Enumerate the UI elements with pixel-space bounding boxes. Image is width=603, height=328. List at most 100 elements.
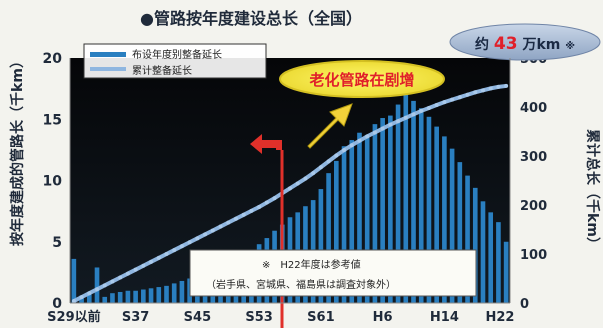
bar-14 (179, 280, 185, 303)
bar-12 (164, 285, 169, 303)
aging-text: 老化管路在剧增 (308, 71, 414, 89)
legend-box (83, 43, 267, 79)
cumulative-point-16 (195, 236, 200, 241)
bar-3 (94, 267, 100, 303)
chart-title: ●管路按年度建设总长（全国） (140, 9, 362, 28)
cumulative-point-56 (504, 83, 509, 88)
note-line-2: （岩手県、宮城県、福島県は調査対象外） (206, 278, 396, 291)
bar-51 (465, 175, 470, 303)
x-tick-S61: S61 (307, 310, 334, 325)
cumulative-point-44 (411, 112, 416, 117)
cumulative-point-5 (110, 279, 115, 284)
bar-38 (364, 135, 370, 303)
right-tick-300: 300 (520, 150, 547, 165)
bar-11 (156, 287, 162, 303)
bar-32 (318, 189, 324, 303)
bar-52 (472, 187, 478, 303)
legend-label-line: 累计整备延长 (132, 64, 192, 77)
cumulative-point-25 (264, 200, 269, 205)
cumulative-point-17 (203, 232, 208, 237)
cumulative-point-31 (311, 171, 316, 176)
cumulative-point-29 (295, 181, 300, 186)
legend-label-bars: 布设年度别整备延长 (132, 48, 222, 61)
cumulative-point-13 (172, 248, 177, 253)
cumulative-point-33 (326, 159, 331, 164)
cumulative-point-9 (141, 263, 146, 268)
right-tick-400: 400 (520, 101, 547, 116)
cumulative-point-39 (372, 130, 377, 135)
total-label: 约 43 万km ※ (475, 34, 575, 54)
left-tick-0: 0 (52, 296, 62, 312)
right-tick-100: 100 (520, 248, 547, 263)
x-axis-ticks: S29以前 S37 S45 S53 S61 H6 H14 H22 (47, 309, 514, 325)
bar-41 (388, 115, 393, 303)
left-tick-20: 20 (43, 51, 63, 67)
cumulative-point-1 (79, 295, 84, 300)
x-tick-H6: H6 (373, 310, 393, 325)
note-box: ※ H22年度は参考値 （岩手県、宮城県、福島県は調査対象外） (189, 249, 477, 297)
cumulative-point-18 (210, 228, 215, 233)
left-axis-label: 按年度建成的管路长（千km） (9, 54, 26, 246)
x-tick-S53: S53 (245, 310, 272, 325)
cumulative-point-41 (388, 122, 393, 127)
total-ellipse (449, 23, 601, 61)
legend: 布设年度别整备延长 累计整备延长 (83, 43, 267, 79)
bar-2 (86, 291, 92, 303)
x-tick-S29以前: S29以前 (47, 309, 100, 325)
bar-54 (488, 212, 494, 303)
cumulative-point-49 (450, 97, 455, 102)
left-tick-15: 15 (43, 112, 62, 128)
cumulative-point-28 (288, 186, 292, 191)
cumulative-point-40 (380, 126, 385, 131)
bar-47 (434, 126, 439, 303)
bar-49 (449, 148, 455, 303)
cumulative-point-45 (419, 108, 424, 113)
cumulative-point-7 (125, 271, 130, 276)
cumulative-point-24 (257, 204, 262, 209)
bar-40 (380, 118, 385, 303)
bar-44 (411, 100, 416, 304)
aging-callout: 老化管路在剧增 (279, 60, 445, 149)
cumulative-point-19 (218, 224, 223, 229)
bar-8 (133, 290, 138, 303)
right-axis-label: 累计总长（千km） (584, 129, 601, 251)
bar-33 (326, 173, 331, 303)
cumulative-point-52 (473, 90, 478, 95)
cumulative-point-15 (187, 240, 192, 245)
cumulative-point-4 (102, 283, 107, 288)
aging-ellipse (279, 60, 445, 98)
bar-46 (426, 116, 432, 303)
bar-0 (71, 258, 77, 303)
cumulative-point-8 (133, 267, 138, 272)
cumulative-point-32 (318, 165, 323, 170)
bar-7 (125, 290, 131, 303)
marker-line (250, 134, 284, 328)
cumulative-point-36 (349, 143, 354, 148)
bar-48 (442, 136, 447, 303)
bar-56 (503, 241, 509, 303)
bar-13 (171, 283, 177, 303)
right-tick-200: 200 (520, 199, 547, 214)
x-tick-H14: H14 (430, 310, 459, 325)
bar-50 (457, 162, 463, 304)
legend-swatch-bars (90, 52, 126, 57)
bar-10 (148, 288, 154, 303)
cumulative-point-34 (334, 153, 339, 158)
cumulative-point-30 (303, 176, 308, 181)
cumulative-point-6 (118, 275, 123, 280)
bar-35 (341, 146, 347, 303)
bar-37 (357, 132, 362, 303)
bar-36 (349, 140, 355, 303)
marker-arrow (250, 134, 282, 154)
cumulative-point-43 (403, 115, 408, 120)
cumulative-point-12 (164, 252, 169, 256)
cumulative-point-20 (226, 220, 231, 225)
x-tick-H22: H22 (486, 310, 515, 325)
note-box-rect (189, 249, 477, 297)
cumulative-point-55 (496, 84, 501, 89)
cumulative-point-10 (149, 259, 154, 264)
cumulative-point-2 (87, 291, 92, 296)
cumulative-point-35 (342, 148, 347, 153)
cumulative-point-11 (156, 255, 161, 260)
